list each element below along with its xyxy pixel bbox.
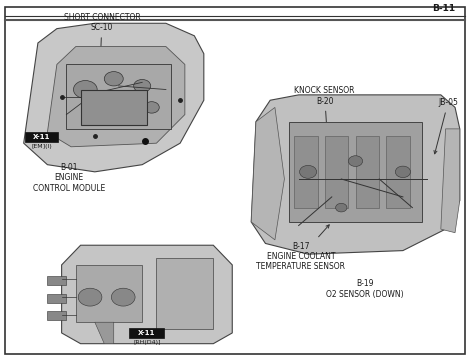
Bar (47, 311, 66, 320)
Text: SHORT CONNECTOR
SC-10: SHORT CONNECTOR SC-10 (64, 13, 140, 78)
Circle shape (73, 81, 97, 98)
Bar (81, 90, 147, 125)
Circle shape (336, 203, 347, 212)
Text: JB-05: JB-05 (434, 98, 458, 154)
Circle shape (134, 79, 151, 92)
Circle shape (395, 166, 410, 178)
Polygon shape (95, 322, 114, 344)
Circle shape (111, 288, 135, 306)
Polygon shape (24, 23, 204, 172)
Text: B-17
ENGINE COOLANT
TEMPERATURE SENSOR: B-17 ENGINE COOLANT TEMPERATURE SENSOR (256, 225, 346, 271)
Text: X-11: X-11 (138, 330, 155, 336)
Bar (386, 136, 410, 208)
Circle shape (104, 72, 123, 86)
FancyBboxPatch shape (129, 328, 164, 338)
Bar (47, 276, 66, 285)
Circle shape (348, 156, 363, 166)
Bar (66, 64, 171, 129)
Text: B-01
ENGINE
CONTROL MODULE: B-01 ENGINE CONTROL MODULE (33, 163, 105, 193)
Bar (289, 122, 422, 222)
Circle shape (144, 102, 159, 113)
FancyBboxPatch shape (25, 132, 58, 142)
Text: B-19
O2 SENSOR (DOWN): B-19 O2 SENSOR (DOWN) (326, 279, 404, 299)
Bar (325, 136, 348, 208)
Circle shape (300, 165, 317, 178)
Bar (294, 136, 318, 208)
Text: X-11: X-11 (33, 134, 50, 140)
Circle shape (97, 109, 111, 120)
Polygon shape (47, 47, 185, 147)
Circle shape (78, 288, 102, 306)
Bar (76, 265, 142, 322)
Text: [EM](I): [EM](I) (31, 144, 52, 149)
Text: [RH(D4)]: [RH(D4)] (133, 340, 161, 345)
Bar (356, 136, 379, 208)
Bar (47, 294, 66, 303)
Bar (156, 258, 213, 329)
Polygon shape (62, 245, 232, 344)
Text: KNOCK SENSOR
B-20: KNOCK SENSOR B-20 (294, 86, 355, 166)
Polygon shape (251, 107, 284, 240)
Polygon shape (441, 129, 460, 233)
Text: B-11: B-11 (432, 4, 455, 13)
Polygon shape (251, 95, 460, 254)
